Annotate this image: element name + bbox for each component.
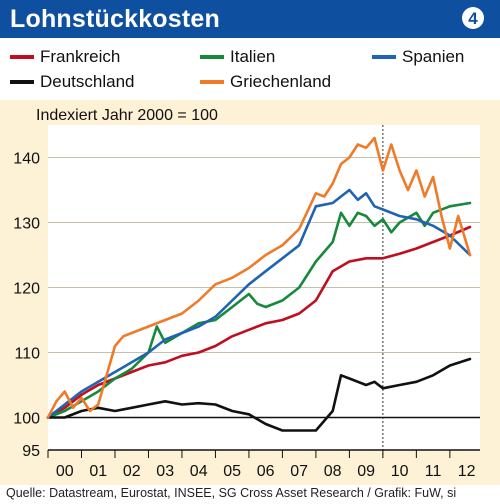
- y-tick-label-100: 100: [13, 411, 40, 428]
- y-axis: 95 100 110 120 130 140: [13, 151, 40, 461]
- series-lines: [46, 136, 472, 432]
- y-tick-label-120: 120: [13, 281, 40, 298]
- x-tick-label-01: 01: [89, 463, 107, 480]
- x-tick-label-11: 11: [425, 463, 442, 480]
- series-line-deutschland: [46, 357, 472, 432]
- legend-swatch-spanien: [372, 55, 396, 59]
- legend-label-spanien: Spanien: [402, 47, 465, 66]
- legend-label-griechenland: Griechenland: [230, 72, 332, 91]
- source-note: Quelle: Datastream, Eurostat, INSEE, SG …: [6, 486, 457, 500]
- x-tick-label-02: 02: [123, 463, 141, 480]
- gridlines: [48, 125, 480, 458]
- legend-label-deutschland: Deutschland: [40, 72, 135, 91]
- x-tick-label-07: 07: [290, 463, 308, 480]
- legend-label-italien: Italien: [230, 47, 276, 66]
- chart-header: Lohnstückkosten 4: [0, 0, 500, 38]
- x-tick-label-04: 04: [190, 463, 208, 480]
- chart-subtitle: Indexiert Jahr 2000 = 100: [36, 107, 218, 124]
- x-tick-label-03: 03: [156, 463, 174, 480]
- figure-number-badge: 4: [462, 7, 484, 29]
- x-tick-label-12: 12: [458, 463, 476, 480]
- y-tick-label-95: 95: [22, 443, 40, 460]
- series-line-spanien: [46, 188, 472, 419]
- legend-swatch-griechenland: [200, 80, 224, 84]
- legend-label-frankreich: Frankreich: [40, 47, 121, 66]
- chart-title: Lohnstückkosten: [10, 5, 220, 33]
- legend-swatch-italien: [200, 55, 224, 59]
- x-tick-label-08: 08: [324, 463, 342, 480]
- y-tick-label-140: 140: [13, 151, 40, 168]
- series-line-italien: [46, 201, 472, 419]
- x-tick-label-10: 10: [391, 463, 409, 480]
- x-tick-label-05: 05: [223, 463, 241, 480]
- x-tick-label-00: 00: [56, 463, 74, 480]
- y-tick-label-110: 110: [14, 346, 40, 363]
- chart-area: 95 100 110 120 130 140 00 01 02 03 04 05 06 07 08 09 10…: [0, 100, 500, 485]
- x-axis: 00 01 02 03 04 05 06 07 08 09 10 11 12: [47, 449, 480, 480]
- legend-swatch-deutschland: [10, 80, 34, 84]
- y-tick-label-130: 130: [13, 216, 40, 233]
- x-tick-label-09: 09: [357, 463, 375, 480]
- series-line-griechenland: [46, 136, 472, 419]
- line-chart: 95 100 110 120 130 140 00 01 02 03 04 05 06 07 08 09 10…: [13, 107, 480, 480]
- legend-swatch-frankreich: [10, 55, 34, 59]
- x-tick-label-06: 06: [257, 463, 275, 480]
